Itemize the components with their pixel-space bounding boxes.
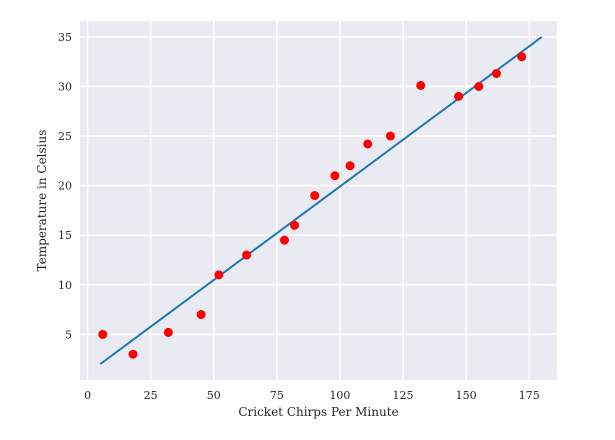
data-point <box>345 161 355 171</box>
data-point <box>330 171 340 181</box>
y-tick-label: 35 <box>58 31 72 44</box>
data-point <box>363 139 373 149</box>
data-point <box>279 235 289 245</box>
data-point <box>98 329 108 339</box>
x-tick-label: 150 <box>456 389 477 402</box>
x-axis-label: Cricket Chirps Per Minute <box>238 405 398 419</box>
y-tick-label: 25 <box>58 130 72 143</box>
data-point <box>290 220 300 230</box>
data-point <box>416 80 426 90</box>
data-point <box>385 131 395 141</box>
y-tick-label: 5 <box>65 328 72 341</box>
x-tick-label: 175 <box>519 389 540 402</box>
data-point <box>474 81 484 91</box>
y-axis-label: Temperature in Celsius <box>35 130 49 272</box>
x-tick-label: 0 <box>84 389 91 402</box>
x-tick-label: 25 <box>144 389 158 402</box>
y-tick-label: 20 <box>58 180 72 193</box>
grid <box>80 21 557 380</box>
fit-line <box>99 36 543 365</box>
y-tick-label: 10 <box>58 279 72 292</box>
data-point <box>310 191 320 201</box>
data-point <box>242 250 252 260</box>
data-point <box>196 310 206 320</box>
y-tick-label: 30 <box>58 80 72 93</box>
y-tick-label: 15 <box>58 229 72 242</box>
data-point <box>454 91 464 101</box>
data-point <box>214 270 224 280</box>
data-point <box>163 327 173 337</box>
x-tick-label: 50 <box>207 389 221 402</box>
data-point <box>517 52 527 62</box>
x-tick-label: 125 <box>393 389 414 402</box>
data-point <box>128 349 138 359</box>
series <box>98 36 543 365</box>
x-tick-label: 100 <box>329 389 350 402</box>
data-point <box>491 69 501 79</box>
tick-labels: 0 25 50 75 100 125 150 175 5 10 15 20 25 30 35 <box>58 31 540 402</box>
x-tick-label: 75 <box>270 389 284 402</box>
